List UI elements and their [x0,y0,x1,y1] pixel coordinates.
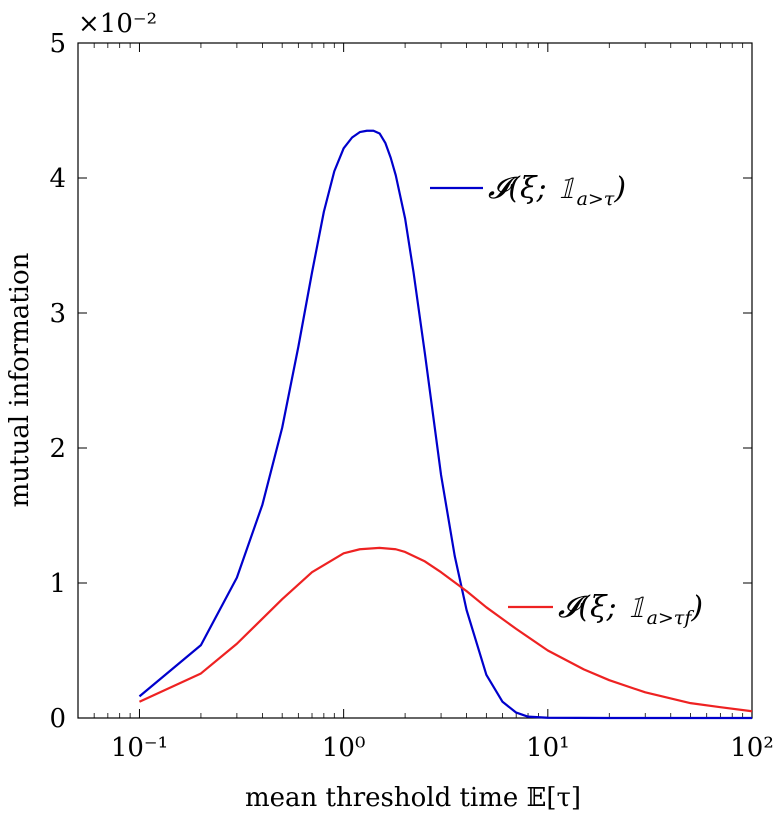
plot-frame [77,42,753,719]
tick-labels-group: 10⁻¹ 10⁰ 10¹ 10² 0 1 2 3 4 5 [49,29,773,763]
x-tick-label: 10⁻¹ [111,733,168,763]
x-tick-label: 10⁰ [322,733,366,763]
legend-label: 𝓘(ξ; 𝟙a>τ) [488,171,626,210]
legend-label-main: 𝓘(ξ; 𝟙 [558,590,647,625]
legend-group: 𝓘(ξ; 𝟙a>τ)𝓘(ξ; 𝟙a>τf) [430,171,703,629]
legend-label-subscript: a>τ [577,188,615,210]
y-tick-label: 4 [49,164,66,194]
series-line-blue [138,129,752,720]
y-tick-label: 0 [49,704,66,734]
x-axis-label: mean threshold time 𝔼[τ] [245,783,581,813]
y-tick-label: 5 [49,29,66,59]
y-tick-label: 2 [49,434,66,464]
legend-label-main: 𝓘(ξ; 𝟙 [488,171,577,206]
plot-frame-group [77,42,753,719]
y-tick-label: 3 [49,299,66,329]
y-axis-multiplier-label: ×10⁻² [78,9,157,39]
legend-label-suffix: ) [690,590,703,625]
y-axis-label: mutual information [5,252,35,507]
y-tick-label: 1 [49,569,66,599]
x-tick-label: 10² [730,733,774,763]
series-group [138,129,753,720]
ticks-group [77,42,753,719]
legend-label: 𝓘(ξ; 𝟙a>τf) [558,590,703,629]
x-tick-label: 10¹ [526,733,570,763]
series-line-red [138,546,753,713]
legend-label-suffix: ) [613,171,626,206]
legend-label-subscript: a>τf [647,607,695,629]
